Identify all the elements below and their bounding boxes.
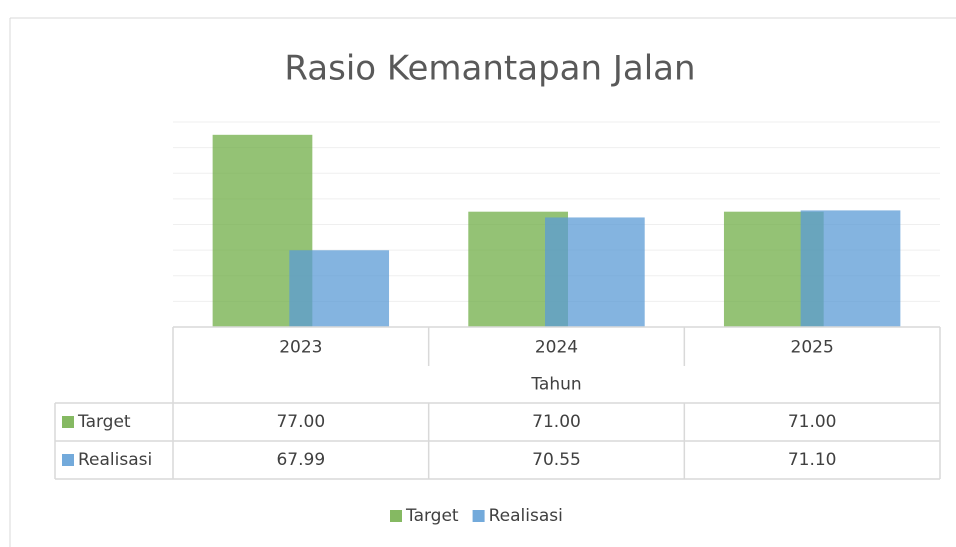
table-row-label: Target <box>77 412 131 432</box>
chart-title: Rasio Kemantapan Jalan <box>284 49 695 89</box>
legend-key <box>472 510 485 522</box>
bar <box>544 217 645 327</box>
table-legend-key <box>62 416 74 428</box>
bar <box>800 210 901 327</box>
x-axis-label: Tahun <box>530 375 581 395</box>
x-tick-label: 2024 <box>535 338 578 358</box>
x-tick-label: 2023 <box>279 338 322 358</box>
table-value: 71.00 <box>788 412 837 432</box>
table-value: 67.99 <box>276 450 325 470</box>
table-legend-key <box>62 454 74 466</box>
bar <box>289 250 390 327</box>
table-row-label: Realisasi <box>78 450 152 470</box>
legend-label: Target <box>405 506 459 526</box>
x-tick-label: 2025 <box>791 338 834 358</box>
table-value: 77.00 <box>276 412 325 432</box>
legend-key <box>390 510 402 522</box>
table-value: 71.00 <box>532 412 581 432</box>
table-value: 71.10 <box>788 450 837 470</box>
legend-label: Realisasi <box>489 506 563 526</box>
table-value: 70.55 <box>532 450 581 470</box>
